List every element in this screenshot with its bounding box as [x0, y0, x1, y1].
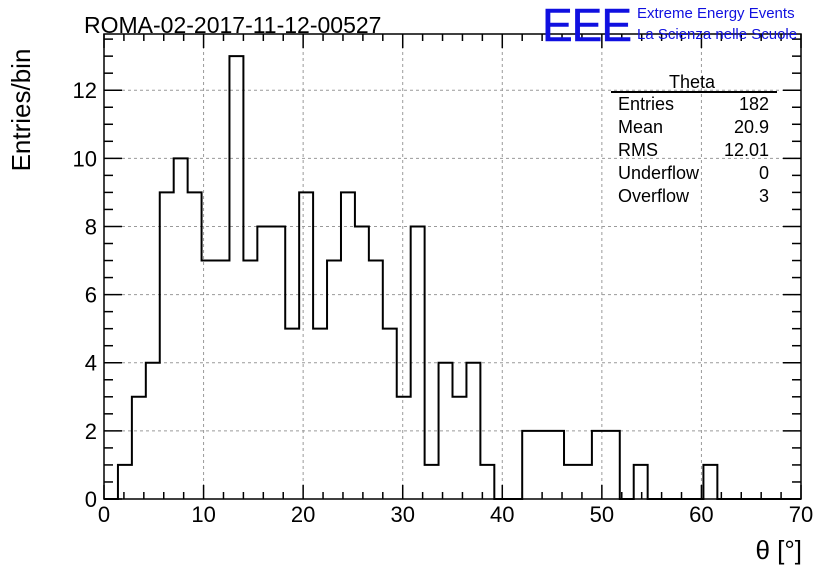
- stats-row-label: Mean: [618, 117, 663, 137]
- eee-logo-line1: Extreme Energy Events: [637, 5, 795, 22]
- eee-logo-line2: La Scienza nelle Scuole: [637, 26, 797, 43]
- y-axis-label: Entries/bin: [6, 49, 36, 172]
- axis-ticks: [103, 34, 802, 500]
- x-tick-label: 0: [98, 502, 110, 527]
- stats-row-label: Entries: [618, 94, 674, 114]
- stats-row-label: Underflow: [618, 163, 700, 183]
- plot-frame: [103, 33, 802, 500]
- stats-row-value: 3: [759, 186, 769, 206]
- stats-row-value: 0: [759, 163, 769, 183]
- stats-row-label: RMS: [618, 140, 658, 160]
- y-tick-label: 10: [73, 146, 97, 171]
- y-tick-label: 0: [85, 487, 97, 512]
- y-tick-label: 6: [85, 283, 97, 308]
- histogram-outline: [104, 55, 801, 500]
- y-tick-label: 12: [73, 78, 97, 103]
- grid-lines: [104, 34, 801, 499]
- x-tick-label: 60: [689, 502, 713, 527]
- x-tick-label: 20: [291, 502, 315, 527]
- y-tick-label: 4: [85, 351, 97, 376]
- stats-box-title: Theta: [669, 72, 716, 92]
- y-tick-label: 2: [85, 419, 97, 444]
- x-tick-label: 30: [390, 502, 414, 527]
- x-tick-label: 50: [590, 502, 614, 527]
- x-tick-label: 40: [490, 502, 514, 527]
- chart-title: ROMA-02-2017-11-12-00527: [84, 12, 381, 38]
- eee-logo: EEE Extreme Energy Events La Scienza nel…: [542, 0, 797, 51]
- x-tick-label: 10: [191, 502, 215, 527]
- x-axis-label: θ [°]: [755, 535, 802, 565]
- stats-row-value: 182: [739, 94, 769, 114]
- stats-row-value: 20.9: [734, 117, 769, 137]
- y-tick-label: 8: [85, 214, 97, 239]
- eee-logo-mark: EEE: [542, 0, 631, 51]
- stats-row-value: 12.01: [724, 140, 769, 160]
- x-tick-label: 70: [789, 502, 813, 527]
- stats-box: Theta Entries 182 Mean 20.9 RMS 12.01 Underflo…: [611, 72, 777, 206]
- stats-row-label: Overflow: [618, 186, 690, 206]
